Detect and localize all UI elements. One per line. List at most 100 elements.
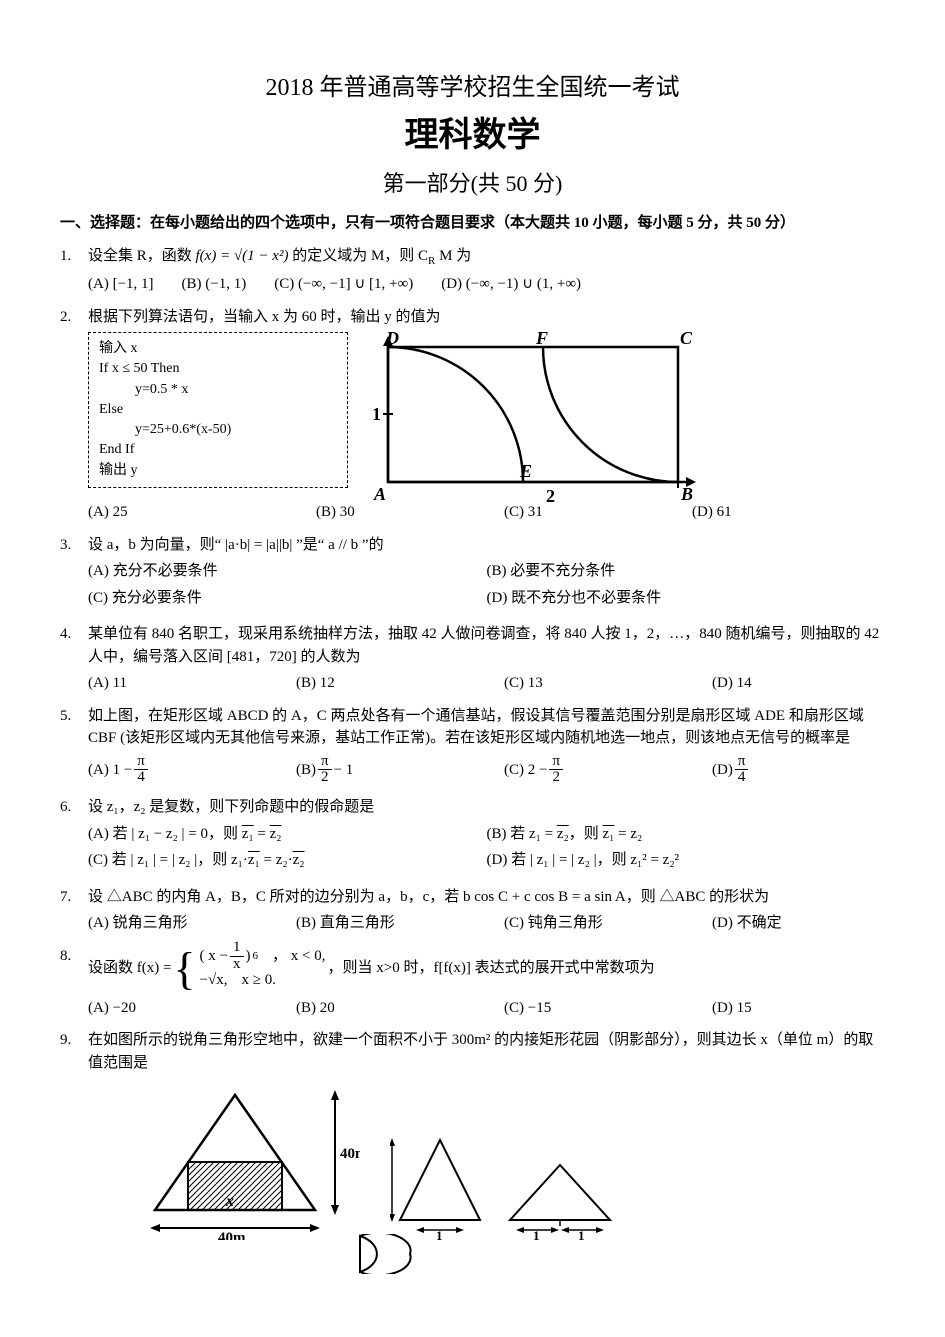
- q5-number: 5.: [60, 705, 88, 750]
- q3-text: 设 a，b 为向量，则“ |a·b| = |a||b| ”是“ a // b ”…: [88, 534, 885, 557]
- q6-opt-d: (D) 若 | z₁ | = | z₂ |，则 z₁² = z₂²: [487, 849, 886, 872]
- q6-opt-c: (C) 若 | z₁ | = | z₂ |，则 z₁·z₁ = z₂·z₂: [88, 849, 487, 872]
- q6-b-mid: ，则: [569, 826, 603, 842]
- q8-case1-cond: ， x < 0,: [272, 945, 325, 968]
- q3-opt-d: (D) 既不充分也不必要条件: [487, 587, 886, 610]
- q4-opt-d: (D) 14: [712, 672, 752, 695]
- q8-case2-cond: x ≥ 0.: [242, 969, 276, 992]
- q6-b-z1: z₁: [603, 826, 615, 842]
- q4-opt-c: (C) 13: [504, 672, 684, 695]
- q2-code-l2: If x ≤ 50 Then: [99, 361, 180, 376]
- q2-code-l5: y=25+0.6*(x-50): [99, 420, 337, 440]
- question-9: 9. 在如图所示的锐角三角形空地中，欲建一个面积不小于 300m² 的内接矩形花…: [60, 1029, 885, 1074]
- q1-text-a: 设全集 R，函数: [88, 248, 196, 264]
- q5-opt-d: (D) π4: [712, 754, 748, 787]
- svg-text:1: 1: [578, 1228, 585, 1240]
- q2-text: 根据下列算法语句，当输入 x 为 60 时，输出 y 的值为: [88, 306, 885, 329]
- q5-text: 如上图，在矩形区域 ABCD 的 A，C 两点处各有一个通信基站，假设其信号覆盖…: [88, 705, 885, 750]
- q5-a-frac: π4: [134, 754, 148, 787]
- q9-text: 在如图所示的锐角三角形空地中，欲建一个面积不小于 300m² 的内接矩形花园（阴…: [88, 1029, 885, 1074]
- q5-a-pre: (A) 1 −: [88, 759, 132, 782]
- q2-code-l4: Else: [99, 402, 123, 417]
- q7-number: 7.: [60, 886, 88, 909]
- q3-options: (A) 充分不必要条件 (B) 必要不充分条件 (C) 充分必要条件 (D) 既…: [88, 560, 885, 613]
- question-4: 4. 某单位有 840 名职工，现采用系统抽样方法，抽取 42 人做问卷调查，将…: [60, 623, 885, 668]
- q2-fig-E: E: [519, 461, 532, 481]
- question-7: 7. 设 △ABC 的内角 A，B，C 所对的边分别为 a，b，c，若 b co…: [60, 886, 885, 909]
- q3-opt-c: (C) 充分必要条件: [88, 587, 487, 610]
- q4-number: 4.: [60, 623, 88, 668]
- q5-d-pre: (D): [712, 759, 733, 782]
- q6-c-pre: (C) 若 | z₁ | = | z₂ |，则 z₁·: [88, 852, 248, 868]
- q5-b-frac: π2: [318, 754, 332, 787]
- q5-d-frac: π4: [735, 754, 749, 787]
- q2-fig-1: 1: [372, 404, 381, 424]
- q8-text-a: 设函数 f(x) =: [88, 957, 171, 980]
- q6-b-eq: = z₂: [614, 826, 642, 842]
- q8-opt-c: (C) −15: [504, 997, 684, 1020]
- svg-text:40m: 40m: [340, 1146, 360, 1162]
- q6-number: 6.: [60, 796, 88, 819]
- section-instruction: 一、选择题：在每小题给出的四个选项中，只有一项符合题目要求（本大题共 10 小题…: [60, 212, 885, 235]
- q8-number: 8.: [60, 945, 88, 993]
- question-1: 1. 设全集 R，函数 f(x) = √(1 − x²) 的定义域为 M，则 C…: [60, 245, 885, 270]
- q9-figure-small: 1 2 1 1: [390, 1130, 620, 1240]
- q6-c-z1: z₁: [248, 852, 260, 868]
- q6-a-z2: z₂: [270, 826, 282, 842]
- q6-c-eq: = z₂·: [260, 852, 293, 868]
- question-8: 8. 设函数 f(x) = { ( x − 1x )6 ， x < 0,: [60, 945, 885, 993]
- q7-text: 设 △ABC 的内角 A，B，C 所对的边分别为 a，b，c，若 b cos C…: [88, 886, 885, 909]
- q6-text: 设 z₁，z₂ 是复数，则下列命题中的假命题是: [88, 796, 885, 819]
- q5-options: (A) 1 − π4 (B) π2 − 1 (C) 2 − π2 (D) π4: [88, 754, 885, 787]
- q9-number: 9.: [60, 1029, 88, 1074]
- q1-sub-R: R: [428, 255, 435, 267]
- q4-opt-b: (B) 12: [296, 672, 476, 695]
- q5-opt-c: (C) 2 − π2: [504, 754, 684, 787]
- q2-row: 输入 x If x ≤ 50 Then y=0.5 * x Else y=25+…: [88, 332, 885, 507]
- q1-text-b: 的定义域为 M，则 C: [292, 248, 428, 264]
- q6-a-z1: z₁: [242, 826, 254, 842]
- q5-b-post: − 1: [334, 759, 354, 782]
- q5-b-pre: (B): [296, 759, 316, 782]
- svg-text:1: 1: [533, 1228, 540, 1240]
- q1-number: 1.: [60, 245, 88, 270]
- question-6: 6. 设 z₁，z₂ 是复数，则下列命题中的假命题是: [60, 796, 885, 819]
- q8-case1: ( x − 1x )6: [200, 940, 258, 973]
- q9-figure-main: 40m 40m x: [140, 1080, 360, 1240]
- q2-fig-D: D: [385, 332, 399, 348]
- q2-code-l6: End If: [99, 442, 134, 457]
- q2-codebox: 输入 x If x ≤ 50 Then y=0.5 * x Else y=25+…: [88, 332, 348, 488]
- q3-opt-b: (B) 必要不充分条件: [487, 560, 886, 583]
- question-3: 3. 设 a，b 为向量，则“ |a·b| = |a||b| ”是“ a // …: [60, 534, 885, 557]
- q4-text: 某单位有 840 名职工，现采用系统抽样方法，抽取 42 人做问卷调查，将 84…: [88, 623, 885, 668]
- q8-body: 设函数 f(x) = { ( x − 1x )6 ， x < 0, −√x,: [88, 945, 885, 993]
- q6-b-z2: z₂: [557, 826, 569, 842]
- q2-code-l7: 输出 y: [99, 463, 138, 478]
- q1-text: 设全集 R，函数 f(x) = √(1 − x²) 的定义域为 M，则 CR M…: [88, 245, 885, 270]
- q7-opt-b: (B) 直角三角形: [296, 912, 476, 935]
- q7-opt-c: (C) 钝角三角形: [504, 912, 684, 935]
- q4-opt-a: (A) 11: [88, 672, 268, 695]
- q1-opt-b: (B) (−1, 1): [182, 273, 247, 296]
- q6-options: (A) 若 | z₁ − z₂ | = 0，则 z₁ = z₂ (B) 若 z₁…: [88, 823, 885, 876]
- q2-fig-C: C: [680, 332, 693, 348]
- q2-fig-F: F: [535, 332, 548, 348]
- q6-opt-a: (A) 若 | z₁ − z₂ | = 0，则 z₁ = z₂: [88, 823, 487, 846]
- q1-text-c: M 为: [439, 248, 471, 264]
- q6-a-eq: =: [254, 826, 270, 842]
- q8-piecewise: { ( x − 1x )6 ， x < 0, −√x, x ≥ 0.: [173, 945, 325, 993]
- q8-opt-a: (A) −20: [88, 997, 268, 1020]
- q1-opt-a: (A) [−1, 1]: [88, 273, 154, 296]
- q5-c-frac: π2: [549, 754, 563, 787]
- q5-c-pre: (C) 2 −: [504, 759, 547, 782]
- q7-options: (A) 锐角三角形 (B) 直角三角形 (C) 钝角三角形 (D) 不确定: [88, 912, 885, 935]
- q8-text-b: ，则当 x>0 时，f[f(x)] 表达式的展开式中常数项为: [327, 957, 654, 980]
- q2-opt-a: (A) 25: [88, 501, 288, 524]
- q2-code-l1: 输入 x: [99, 341, 138, 356]
- q3-number: 3.: [60, 534, 88, 557]
- q6-c-z2: z₂: [293, 852, 305, 868]
- q2-figure-svg: D F C A E B 1 2: [368, 332, 698, 507]
- question-5: 5. 如上图，在矩形区域 ABCD 的 A，C 两点处各有一个通信基站，假设其信…: [60, 705, 885, 750]
- q8-opt-d: (D) 15: [712, 997, 752, 1020]
- exam-header-line1: 2018 年普通高等学校招生全国统一考试: [60, 70, 885, 106]
